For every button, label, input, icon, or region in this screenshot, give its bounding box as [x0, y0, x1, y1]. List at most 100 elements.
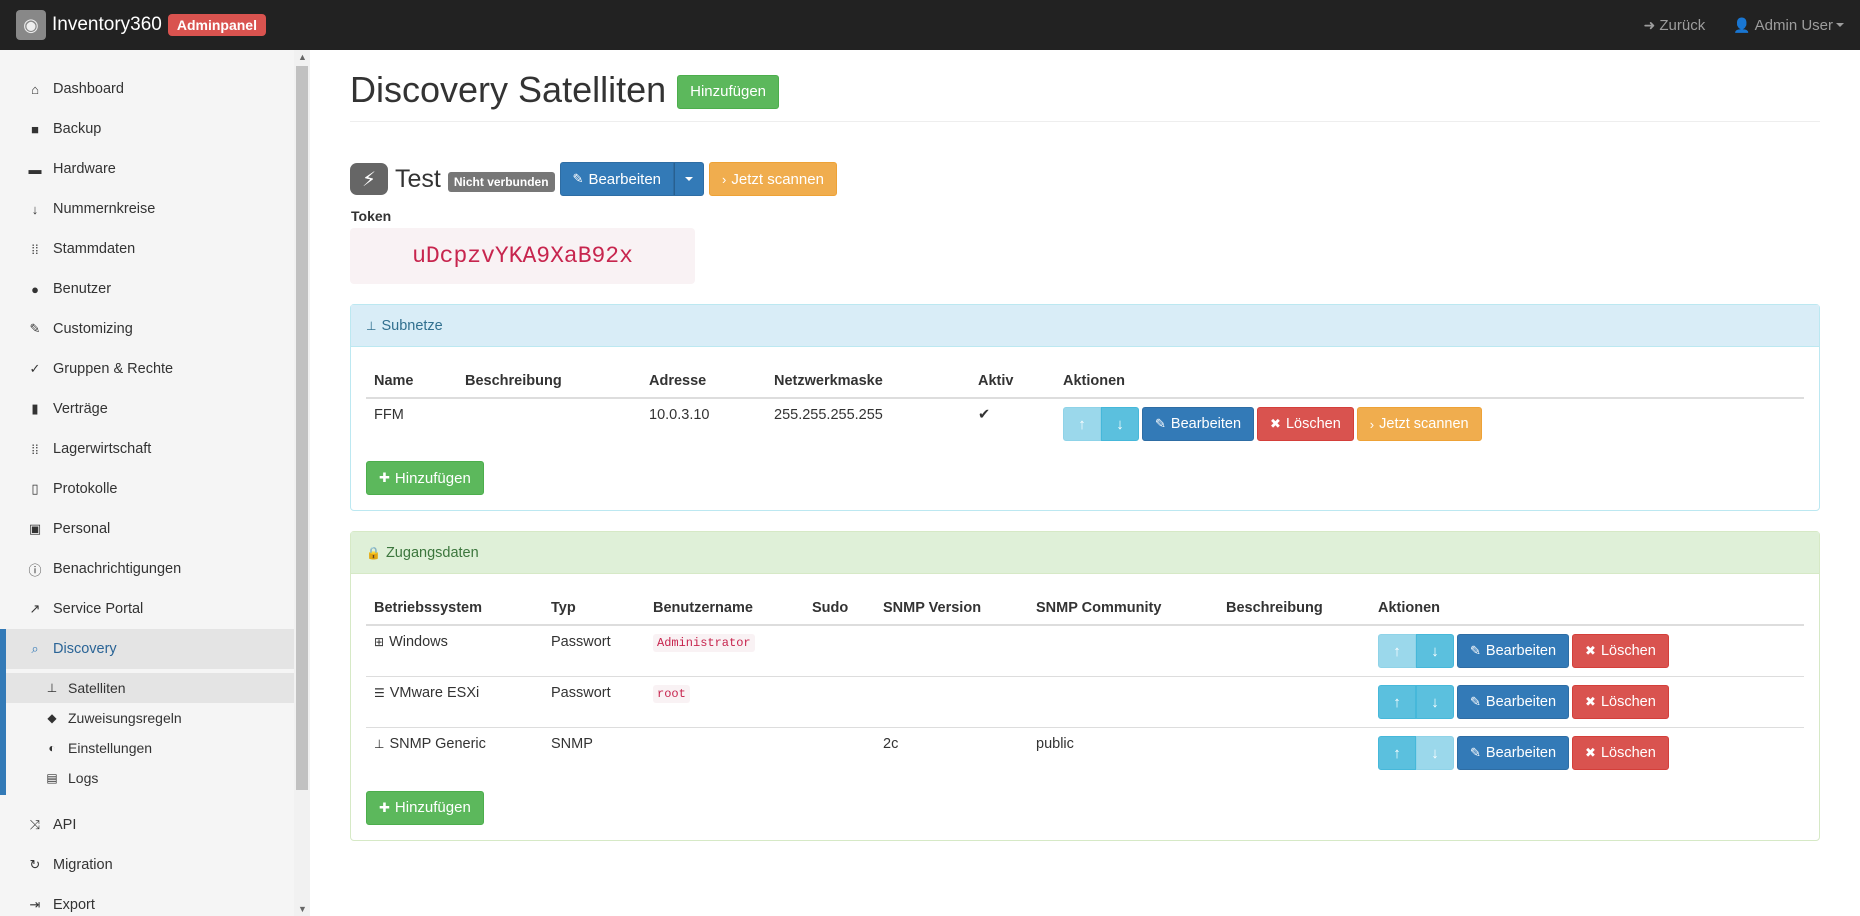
caret-down-icon [1836, 23, 1844, 27]
edit-credential-button[interactable]: ✎ Bearbeiten [1457, 736, 1570, 770]
sidebar-item-stammdaten[interactable]: ⁞⁞ Stammdaten [0, 229, 294, 269]
table-row: FFM 10.0.3.10 255.255.255.255 ✔ ↑ ↓ ✎ [366, 398, 1804, 449]
edit-subnet-button[interactable]: ✎ Bearbeiten [1142, 407, 1255, 441]
user-menu[interactable]: 👤 Admin User [1719, 17, 1860, 34]
add-credential-button[interactable]: ✚ Hinzufügen [366, 790, 484, 825]
row-actions: ↑ ↓ ✎ Bearbeiten ✖ Löschen [1370, 625, 1804, 677]
sidebar-item-label: Export [53, 897, 95, 913]
sidebar-item-vertraege[interactable]: ▮ Verträge [0, 389, 294, 429]
sidebar-item-discovery[interactable]: ⌕ Discovery [0, 629, 294, 669]
sidebar-item-label: Dashboard [53, 81, 124, 97]
sort-numeric-icon: ↓ [31, 201, 39, 217]
sidebar: ⌂ Dashboard ■ Backup ▬ Hardware ↓ Nummernkre… [0, 50, 294, 916]
user-icon: ● [31, 281, 39, 297]
sidebar-item-dashboard[interactable]: ⌂ Dashboard [0, 69, 294, 109]
move-up-button[interactable]: ↑ [1378, 685, 1416, 719]
delete-credential-button[interactable]: ✖ Löschen [1572, 736, 1669, 770]
move-up-button[interactable]: ↑ [1378, 736, 1416, 770]
credentials-panel: 🔒 Zugangsdaten Betriebssystem Typ Benutz… [350, 531, 1820, 841]
credential-snmp-version: 2c [875, 727, 1028, 779]
sidebar-subitem-einstellungen[interactable]: ◐ Einstellungen [6, 733, 294, 763]
credential-sudo [804, 676, 875, 728]
grid-icon: ⁞⁞ [31, 441, 39, 457]
sidebar-item-protokolle[interactable]: ▯ Protokolle [0, 469, 294, 509]
credential-snmp-community [1028, 676, 1218, 728]
sidebar-item-benachrichtigungen[interactable]: ⓘ Benachrichtigungen [0, 549, 294, 589]
user-icon: 👤 [1733, 16, 1751, 33]
column-header: Beschreibung [457, 362, 641, 399]
sitemap-icon: ⊥ [366, 318, 377, 333]
sidebar-item-service-portal[interactable]: ↗ Service Portal [0, 589, 294, 629]
sidebar-subitem-label: Einstellungen [68, 740, 153, 756]
add-subnet-button[interactable]: ✚ Hinzufügen [366, 461, 484, 495]
sidebar-item-backup[interactable]: ■ Backup [0, 109, 294, 149]
subnet-name: FFM [374, 407, 404, 423]
status-badge: Nicht verbunden [447, 172, 555, 192]
laptop-icon: ▬ [28, 161, 42, 177]
move-up-button[interactable]: ↑ [1063, 407, 1101, 441]
move-down-button[interactable]: ↓ [1416, 736, 1454, 770]
sidebar-item-label: Service Portal [53, 601, 144, 617]
move-down-button[interactable]: ↓ [1416, 685, 1454, 719]
scan-subnet-button[interactable]: › Jetzt scannen [1356, 407, 1482, 441]
scrollbar-thumb[interactable] [296, 66, 308, 790]
delete-credential-button[interactable]: ✖ Löschen [1572, 685, 1669, 719]
sidebar-subitem-satelliten[interactable]: ⊥ Satelliten [6, 673, 294, 703]
edit-credential-button[interactable]: ✎ Bearbeiten [1457, 685, 1570, 719]
scan-now-button[interactable]: › Jetzt scannen [709, 162, 837, 196]
sidebar-item-hardware[interactable]: ▬ Hardware [0, 149, 294, 189]
back-label: Zurück [1659, 16, 1706, 34]
sidebar-item-api[interactable]: ⤨ API [0, 805, 294, 845]
brand[interactable]: ◉ Inventory360 Adminpanel [16, 10, 266, 40]
refresh-icon: ↻ [29, 857, 41, 872]
sidebar-item-migration[interactable]: ↻ Migration [0, 845, 294, 885]
move-down-button[interactable]: ↓ [1101, 407, 1139, 441]
back-link[interactable]: ➜ Zurück [1630, 17, 1720, 34]
arrow-up-icon: ↑ [1393, 642, 1401, 660]
delete-subnet-button[interactable]: ✖ Löschen [1257, 407, 1354, 441]
sidebar-subitem-zuweisungsregeln[interactable]: ◆ Zuweisungsregeln [6, 703, 294, 733]
column-header: Benutzername [645, 589, 804, 626]
satellite-name: Test [395, 164, 441, 193]
username-code: root [653, 685, 690, 703]
credentials-table: Betriebssystem Typ Benutzername Sudo SNM… [366, 589, 1804, 779]
sidebar-subitem-logs[interactable]: ▤ Logs [6, 763, 294, 793]
scroll-up-icon[interactable]: ▲ [298, 52, 307, 62]
grid-icon: ⁞⁞ [31, 241, 39, 257]
arrow-circle-left-icon: ➜ [1643, 16, 1656, 33]
sidebar-subitem-label: Zuweisungsregeln [68, 710, 182, 726]
sidebar-item-benutzer[interactable]: ● Benutzer [0, 269, 294, 309]
sidebar-item-export[interactable]: ⇥ Export [0, 885, 294, 916]
close-icon: ✖ [1270, 416, 1281, 431]
close-icon: ✖ [1585, 643, 1596, 658]
move-up-button[interactable]: ↑ [1378, 634, 1416, 668]
edit-credential-button[interactable]: ✎ Bearbeiten [1457, 634, 1570, 668]
column-header: Netzwerkmaske [766, 362, 970, 399]
sidebar-scrollbar[interactable]: ▲ ▼ [294, 50, 310, 916]
edit-satellite-button[interactable]: ✎ Bearbeiten [559, 162, 675, 196]
button-label: Löschen [1600, 694, 1656, 710]
button-label: Löschen [1600, 745, 1656, 761]
edit-dropdown-toggle[interactable] [674, 162, 705, 196]
sidebar-item-label: Verträge [53, 401, 108, 417]
sidebar-item-personal[interactable]: ▣ Personal [0, 509, 294, 549]
table-row: ⊥ SNMP Generic SNMP 2c public ↑ ↓ [366, 727, 1804, 779]
add-satellite-button[interactable]: Hinzufügen [677, 74, 780, 109]
file-icon: ▯ [31, 481, 39, 496]
arrow-down-icon: ↓ [1431, 744, 1439, 762]
column-header: Aktionen [1370, 589, 1804, 626]
sidebar-item-customizing[interactable]: ✎ Customizing [0, 309, 294, 349]
move-down-button[interactable]: ↓ [1416, 634, 1454, 668]
scroll-down-icon[interactable]: ▼ [298, 904, 307, 914]
file-text-icon: ▤ [46, 771, 58, 785]
export-icon: ⇥ [29, 897, 41, 912]
sidebar-item-nummernkreise[interactable]: ↓ Nummernkreise [0, 189, 294, 229]
credential-sudo [804, 727, 875, 779]
sidebar-item-gruppen-rechte[interactable]: ✓ Gruppen & Rechte [0, 349, 294, 389]
home-icon: ⌂ [31, 81, 39, 97]
credential-type: SNMP [543, 727, 645, 779]
sidebar-item-lagerwirtschaft[interactable]: ⁞⁞ Lagerwirtschaft [0, 429, 294, 469]
credentials-heading: 🔒 Zugangsdaten [351, 532, 1819, 574]
delete-credential-button[interactable]: ✖ Löschen [1572, 634, 1669, 668]
lock-icon: ■ [31, 121, 39, 137]
